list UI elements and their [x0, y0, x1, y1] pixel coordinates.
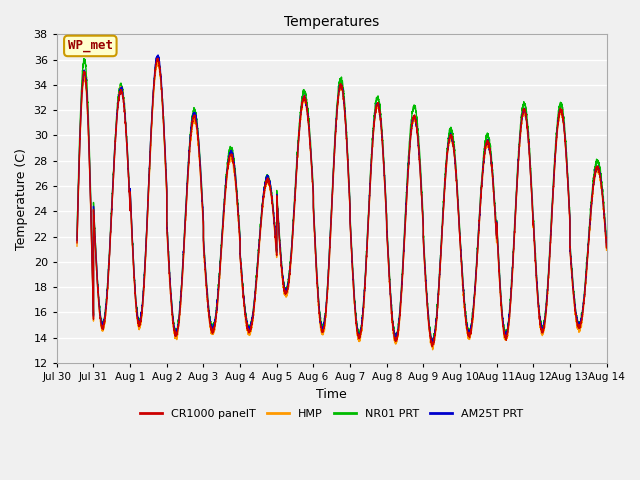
HMP	[373, 104, 381, 109]
NR01 PRT	[73, 234, 81, 240]
AM25T PRT	[588, 201, 595, 206]
HMP	[73, 243, 81, 249]
Text: WP_met: WP_met	[68, 39, 113, 52]
Y-axis label: Temperature (C): Temperature (C)	[15, 148, 28, 250]
HMP	[136, 325, 143, 331]
Title: Temperatures: Temperatures	[284, 15, 380, 29]
HMP	[603, 247, 611, 253]
CR1000 panelT	[428, 344, 436, 349]
CR1000 panelT	[125, 173, 132, 179]
HMP	[465, 336, 473, 342]
NR01 PRT	[220, 208, 227, 214]
CR1000 panelT	[220, 216, 227, 221]
Line: CR1000 panelT: CR1000 panelT	[77, 59, 607, 347]
CR1000 panelT	[373, 102, 381, 108]
HMP	[125, 174, 132, 180]
CR1000 panelT	[603, 245, 611, 251]
NR01 PRT	[588, 196, 595, 202]
NR01 PRT	[429, 340, 436, 346]
CR1000 panelT	[465, 332, 473, 338]
AM25T PRT	[373, 101, 381, 107]
AM25T PRT	[603, 243, 611, 249]
NR01 PRT	[373, 96, 381, 102]
AM25T PRT	[136, 318, 143, 324]
X-axis label: Time: Time	[316, 388, 347, 401]
Legend: CR1000 panelT, HMP, NR01 PRT, AM25T PRT: CR1000 panelT, HMP, NR01 PRT, AM25T PRT	[136, 404, 528, 423]
AM25T PRT	[154, 52, 162, 58]
NR01 PRT	[465, 329, 473, 335]
Line: NR01 PRT: NR01 PRT	[77, 58, 607, 343]
AM25T PRT	[220, 211, 227, 217]
AM25T PRT	[465, 330, 473, 336]
NR01 PRT	[136, 319, 143, 325]
AM25T PRT	[125, 171, 132, 177]
CR1000 panelT	[73, 240, 81, 246]
CR1000 panelT	[154, 56, 161, 61]
HMP	[154, 60, 162, 66]
NR01 PRT	[125, 168, 132, 174]
Line: AM25T PRT: AM25T PRT	[77, 55, 607, 343]
HMP	[588, 205, 595, 211]
NR01 PRT	[153, 55, 161, 61]
AM25T PRT	[73, 238, 81, 243]
AM25T PRT	[428, 340, 436, 346]
CR1000 panelT	[136, 323, 143, 328]
HMP	[429, 347, 436, 353]
Line: HMP: HMP	[77, 63, 607, 350]
NR01 PRT	[603, 239, 611, 244]
CR1000 panelT	[588, 203, 595, 208]
HMP	[220, 218, 227, 224]
